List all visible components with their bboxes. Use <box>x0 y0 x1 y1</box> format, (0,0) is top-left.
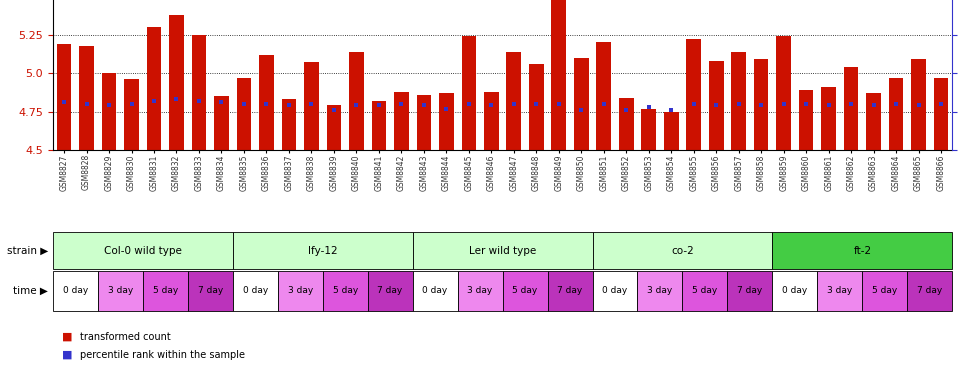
Bar <box>281 99 297 150</box>
Bar <box>236 78 252 150</box>
Text: 3 day: 3 day <box>468 287 492 295</box>
Text: co-2: co-2 <box>671 246 694 256</box>
Bar <box>754 59 769 150</box>
Text: 7 day: 7 day <box>737 287 762 295</box>
Bar <box>889 78 903 150</box>
Text: transformed count: transformed count <box>80 332 171 342</box>
Bar <box>304 63 319 150</box>
Bar <box>686 40 701 150</box>
Bar <box>417 95 431 150</box>
Bar <box>708 61 724 150</box>
Text: strain ▶: strain ▶ <box>7 246 48 256</box>
Bar <box>394 92 409 150</box>
Bar <box>124 79 139 150</box>
Bar <box>102 73 116 150</box>
Bar <box>664 112 679 150</box>
Text: 7 day: 7 day <box>558 287 583 295</box>
Bar <box>57 44 71 150</box>
Bar <box>507 52 521 150</box>
Bar <box>484 92 498 150</box>
Text: 0 day: 0 day <box>422 287 447 295</box>
Bar <box>529 64 543 150</box>
Bar <box>551 0 566 150</box>
Bar <box>866 93 881 150</box>
Bar <box>259 55 274 150</box>
Bar <box>80 45 94 150</box>
Text: 0 day: 0 day <box>602 287 628 295</box>
Bar <box>326 105 341 150</box>
Bar <box>439 93 454 150</box>
Bar <box>147 27 161 150</box>
Text: 3 day: 3 day <box>288 287 313 295</box>
Bar <box>822 87 836 150</box>
Bar <box>214 96 228 150</box>
Text: 0 day: 0 day <box>62 287 88 295</box>
Text: 0 day: 0 day <box>782 287 807 295</box>
Text: ■: ■ <box>62 350 73 360</box>
Text: 3 day: 3 day <box>647 287 673 295</box>
Bar <box>777 36 791 150</box>
Bar <box>462 36 476 150</box>
Bar <box>732 52 746 150</box>
Text: 5 day: 5 day <box>153 287 178 295</box>
Text: 7 day: 7 day <box>377 287 403 295</box>
Text: 3 day: 3 day <box>828 287 852 295</box>
Bar <box>641 109 656 150</box>
Bar <box>372 101 386 150</box>
Text: 3 day: 3 day <box>108 287 132 295</box>
Text: 5 day: 5 day <box>513 287 538 295</box>
Text: Col-0 wild type: Col-0 wild type <box>104 246 181 256</box>
Text: 0 day: 0 day <box>243 287 268 295</box>
Text: lfy-12: lfy-12 <box>308 246 338 256</box>
Text: 5 day: 5 day <box>332 287 358 295</box>
Bar <box>192 35 206 150</box>
Text: 7 day: 7 day <box>917 287 943 295</box>
Bar <box>169 15 183 150</box>
Bar <box>799 90 813 150</box>
Bar <box>934 78 948 150</box>
Bar <box>844 67 858 150</box>
Text: Ler wild type: Ler wild type <box>468 246 537 256</box>
Text: ft-2: ft-2 <box>853 246 872 256</box>
Bar <box>349 52 364 150</box>
Text: 5 day: 5 day <box>873 287 898 295</box>
Text: 5 day: 5 day <box>692 287 717 295</box>
Bar <box>619 98 634 150</box>
Bar <box>574 58 588 150</box>
Text: time ▶: time ▶ <box>13 286 48 296</box>
Text: 7 day: 7 day <box>198 287 223 295</box>
Bar <box>596 42 612 150</box>
Text: percentile rank within the sample: percentile rank within the sample <box>80 350 245 360</box>
Text: ■: ■ <box>62 332 73 342</box>
Bar <box>911 59 925 150</box>
